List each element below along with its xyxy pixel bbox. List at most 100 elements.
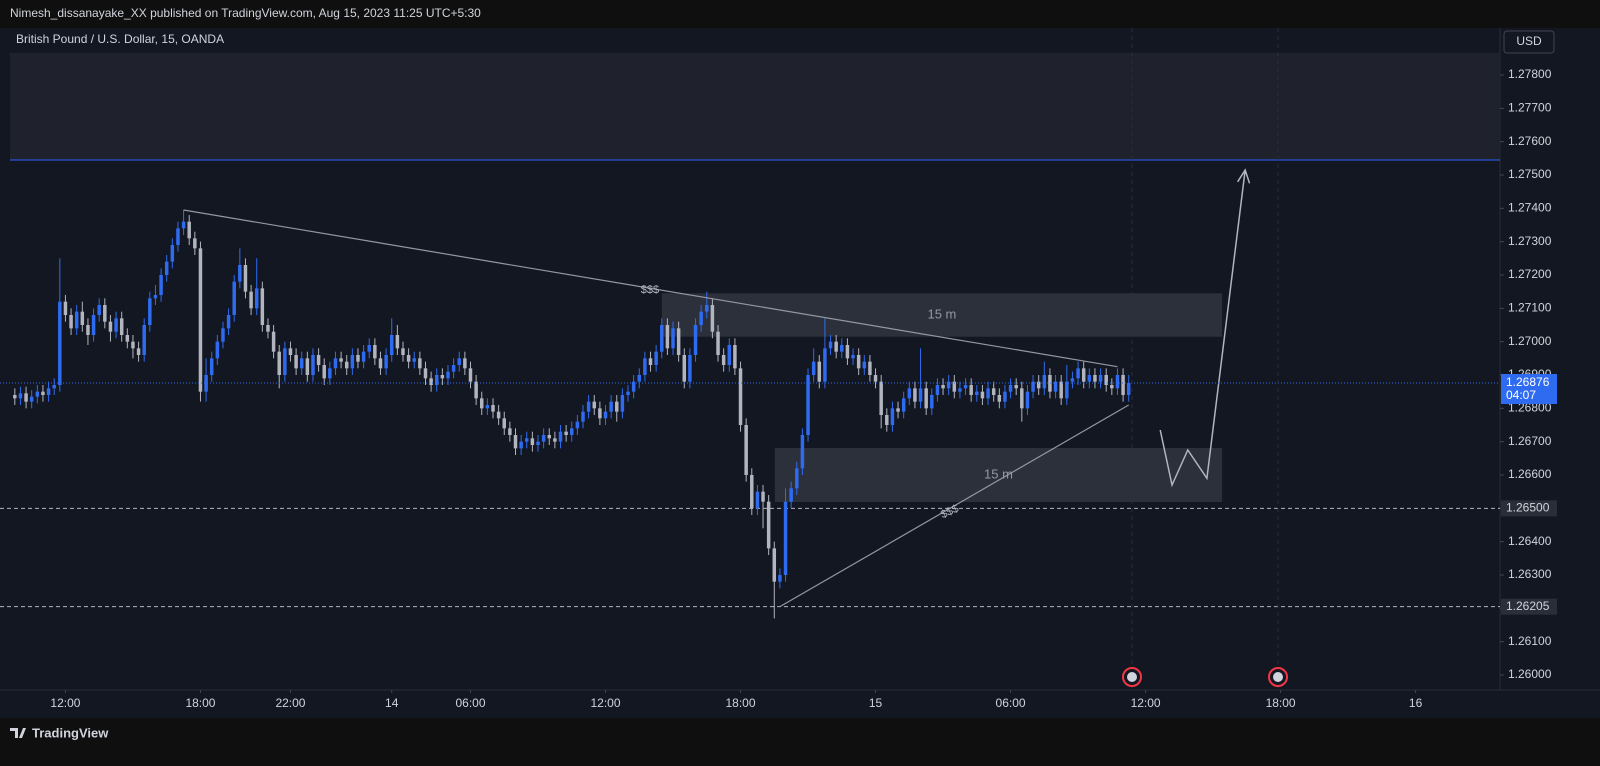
candle-body — [586, 401, 591, 412]
level-label: 1.26500 — [1506, 501, 1550, 515]
candle-body — [254, 288, 259, 309]
candle-body — [193, 238, 197, 249]
candle-body — [339, 358, 343, 362]
candle-body — [1025, 391, 1030, 409]
shaded-region — [10, 53, 1500, 160]
candle-body — [845, 345, 850, 359]
trend-line — [779, 404, 1130, 608]
x-tick-label: 18:00 — [1266, 696, 1296, 710]
y-tick-label: 1.26400 — [1508, 534, 1552, 548]
x-tick-label: 22:00 — [275, 696, 305, 710]
candle-body — [924, 388, 928, 409]
logo-icon — [10, 728, 26, 738]
y-tick-label: 1.27600 — [1508, 134, 1552, 148]
candle-body — [648, 358, 653, 365]
candle-body — [626, 391, 630, 395]
candle-body — [69, 315, 73, 329]
candle-body — [935, 385, 940, 395]
event-flag-inner — [1273, 672, 1283, 682]
y-tick-label: 1.27500 — [1508, 167, 1552, 181]
candle-body — [485, 405, 490, 409]
candle-body — [1003, 391, 1007, 402]
candle-body — [918, 388, 923, 402]
candle-body — [316, 355, 321, 365]
currency-button[interactable] — [1503, 30, 1555, 54]
candle-body — [603, 411, 608, 419]
candle-body — [46, 388, 51, 395]
candle-body — [795, 468, 799, 489]
candle-body — [91, 315, 96, 335]
candle-body — [986, 388, 990, 399]
candle-body — [1070, 378, 1075, 382]
candle-body — [536, 441, 540, 445]
zone-label: 15 m — [927, 306, 956, 321]
candle-body — [1036, 381, 1041, 389]
candle-body — [997, 395, 1002, 402]
candle-body — [249, 291, 253, 309]
candle-body — [688, 355, 692, 382]
candle-body — [716, 331, 720, 355]
candle-body — [1098, 375, 1103, 382]
candle-body — [125, 335, 130, 342]
currency[interactable]: USD — [1516, 34, 1542, 48]
candle-body — [811, 361, 816, 375]
candle-body — [153, 295, 158, 299]
y-tick-label: 1.26800 — [1508, 401, 1552, 415]
candle-body — [221, 328, 225, 342]
candle-body — [41, 391, 45, 395]
x-tick-label: 06:00 — [996, 696, 1026, 710]
y-tick-label: 1.27400 — [1508, 201, 1552, 215]
candle-body — [232, 281, 236, 315]
candle-body — [277, 351, 281, 375]
candle-body — [131, 341, 135, 349]
candle-body — [1081, 368, 1086, 382]
candle-body — [311, 355, 315, 375]
last-price-tag — [1501, 374, 1557, 404]
publish-header: Nimesh_dissanayake_XX published on Tradi… — [10, 6, 481, 20]
level-label: 1.26205 — [1506, 599, 1550, 613]
candle-body — [913, 388, 917, 402]
candle-body — [907, 388, 912, 399]
candle-body — [356, 355, 360, 362]
candle-body — [823, 348, 827, 382]
candle-body — [119, 318, 124, 335]
candle-body — [35, 391, 40, 397]
candle-body — [1126, 383, 1131, 395]
time-axis — [0, 690, 1600, 718]
candle-body — [890, 408, 895, 425]
candle-body — [564, 431, 568, 435]
candle-body — [727, 345, 732, 365]
candle-body — [541, 435, 546, 442]
candle-body — [609, 401, 613, 412]
candle-body — [738, 368, 743, 425]
candle-body — [384, 355, 388, 369]
y-tick-label: 1.27000 — [1508, 334, 1552, 348]
candle-body — [766, 501, 771, 549]
liquidity-label: $$$ — [641, 284, 659, 296]
trend-line — [183, 209, 1118, 368]
candle-body — [1014, 385, 1018, 389]
candle-body — [755, 491, 760, 509]
candle-body — [671, 328, 675, 349]
candle-body — [204, 375, 208, 392]
candle-body — [322, 365, 326, 379]
candle-body — [615, 401, 619, 412]
candle-body — [142, 325, 146, 355]
x-tick-label: 06:00 — [455, 696, 485, 710]
candle-body — [103, 305, 107, 322]
candle-body — [975, 391, 979, 395]
candle-body — [108, 321, 113, 332]
candle-body — [1104, 375, 1108, 385]
candle-body — [299, 358, 304, 369]
candle-body — [558, 431, 563, 442]
candle-body — [1048, 375, 1052, 392]
candle-body — [637, 375, 642, 382]
candle-body — [1110, 385, 1114, 389]
candle-body — [474, 381, 478, 399]
candle-body — [198, 248, 203, 392]
candle-body — [1121, 375, 1125, 395]
candle-body — [783, 501, 788, 575]
candle-body — [1076, 368, 1080, 379]
candle-body — [243, 265, 248, 292]
candle-body — [508, 428, 512, 435]
